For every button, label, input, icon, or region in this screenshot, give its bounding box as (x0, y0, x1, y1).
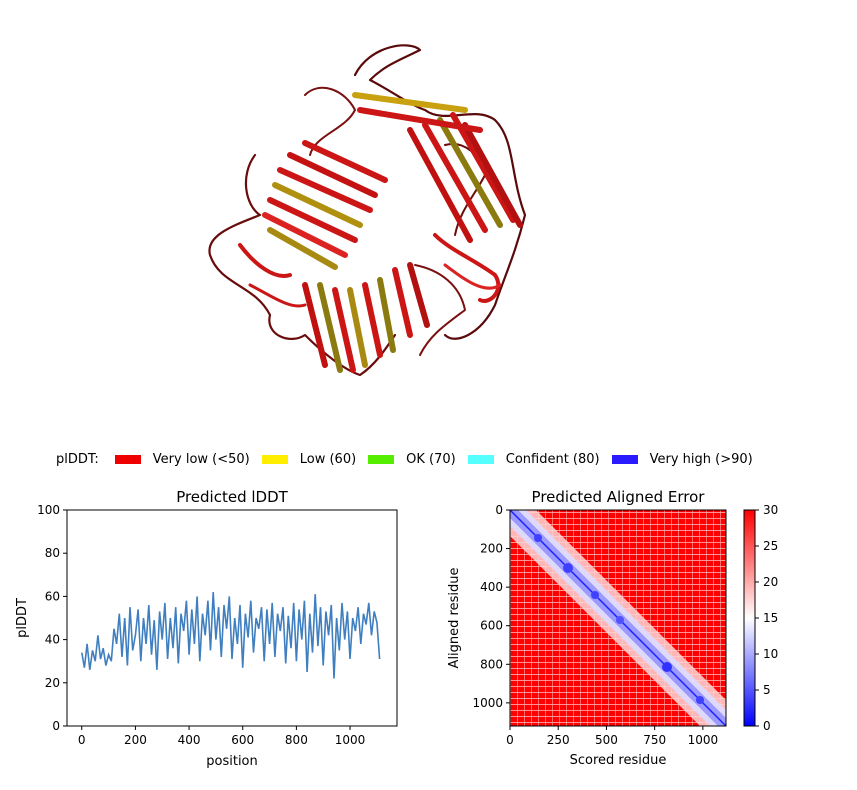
plddt-xtick-label: 400 (178, 733, 201, 747)
pae-xtick-label: 500 (595, 733, 618, 747)
pae-cluster-1 (534, 534, 542, 542)
legend-item-ok: OK (70) (368, 452, 456, 467)
plddt-line-chart: Predicted lDDT 0 200 400 600 800 1000 0 20 40 60 8… (15, 488, 398, 769)
protein-structure-image (208, 44, 527, 377)
plddt-xtick-label: 0 (78, 733, 86, 747)
pae-colorbar-tick-label: 30 (763, 503, 778, 517)
plddt-xtick-label: 800 (285, 733, 308, 747)
plddt-ytick-label: 60 (45, 589, 60, 603)
pae-xtick-label: 0 (506, 733, 514, 747)
pae-xtick-label: 1000 (688, 733, 719, 747)
pae-ytick-label: 200 (480, 542, 503, 556)
plddt-ytick-label: 80 (45, 546, 60, 560)
pae-chart-title: Predicted Aligned Error (532, 488, 706, 506)
legend-label-confident: Confident (80) (505, 451, 600, 467)
pae-ytick-label: 800 (480, 657, 503, 671)
pae-colorbar-tick-label: 25 (763, 539, 778, 553)
legend-label-ok: OK (70) (406, 451, 456, 467)
legend-item-low: Low (60) (261, 451, 357, 467)
legend-swatch-confident (467, 454, 494, 464)
pae-ytick-label: 0 (495, 503, 503, 517)
legend-swatch-ok (368, 454, 395, 464)
plddt-xlabel: position (206, 754, 258, 769)
legend-item-confident: Confident (80) (467, 451, 600, 467)
legend-label-very-high: Very high (>90) (649, 451, 753, 467)
pae-ytick-label: 1000 (472, 696, 503, 710)
pae-colorbar-tick-label: 10 (763, 647, 778, 661)
plddt-plot-frame (66, 509, 398, 727)
plddt-ytick-label: 0 (52, 719, 60, 733)
plddt-series-line (81, 592, 381, 679)
legend-item-very-high: Very high (>90) (611, 451, 753, 467)
pae-ytick-label: 600 (480, 619, 503, 633)
plddt-xtick-label: 600 (231, 733, 254, 747)
legend-label-very-low: Very low (<50) (152, 451, 250, 467)
pae-colorbar-tick-label: 0 (763, 719, 771, 733)
pae-cluster-3 (591, 591, 599, 599)
protein-ribbon-structure-icon (208, 44, 527, 377)
pae-plot-frame (509, 509, 727, 727)
pae-xtick-label: 750 (643, 733, 666, 747)
pae-colorbar-tick-label: 20 (763, 575, 778, 589)
legend-swatch-low (261, 454, 288, 464)
pae-cluster-2 (563, 563, 573, 573)
plddt-ytick-label: 100 (37, 503, 60, 517)
legend-swatch-very-low (114, 454, 141, 464)
pae-ytick-label: 400 (480, 580, 503, 594)
plddt-ytick-label: 20 (45, 676, 60, 690)
pae-xtick-label: 250 (547, 733, 570, 747)
pae-cluster-4 (616, 616, 624, 624)
pae-xlabel: Scored residue (570, 753, 667, 768)
legend-title: plDDT: (56, 451, 99, 467)
legend-swatch-very-high (611, 454, 638, 464)
plddt-xtick-label: 200 (124, 733, 147, 747)
pae-colorbar (743, 509, 756, 727)
plddt-xtick-label: 1000 (335, 733, 366, 747)
plddt-ytick-label: 40 (45, 633, 60, 647)
plddt-legend: plDDT: Very low (<50) Low (60) OK (70) C… (56, 449, 765, 469)
plddt-ylabel: plDDT (15, 598, 30, 638)
pae-ylabel: Aligned residue (447, 568, 462, 669)
legend-label-low: Low (60) (299, 451, 357, 467)
pae-cluster-6 (696, 696, 704, 704)
pae-heatmap: Predicted Aligned Error 0 250 500 750 (447, 488, 778, 768)
plddt-chart-title: Predicted lDDT (176, 488, 288, 506)
legend-item-very-low: Very low (<50) (114, 451, 250, 467)
pae-colorbar-tick-label: 5 (763, 683, 771, 697)
pae-colorbar-tick-label: 15 (763, 611, 778, 625)
pae-cluster-5 (662, 662, 672, 672)
